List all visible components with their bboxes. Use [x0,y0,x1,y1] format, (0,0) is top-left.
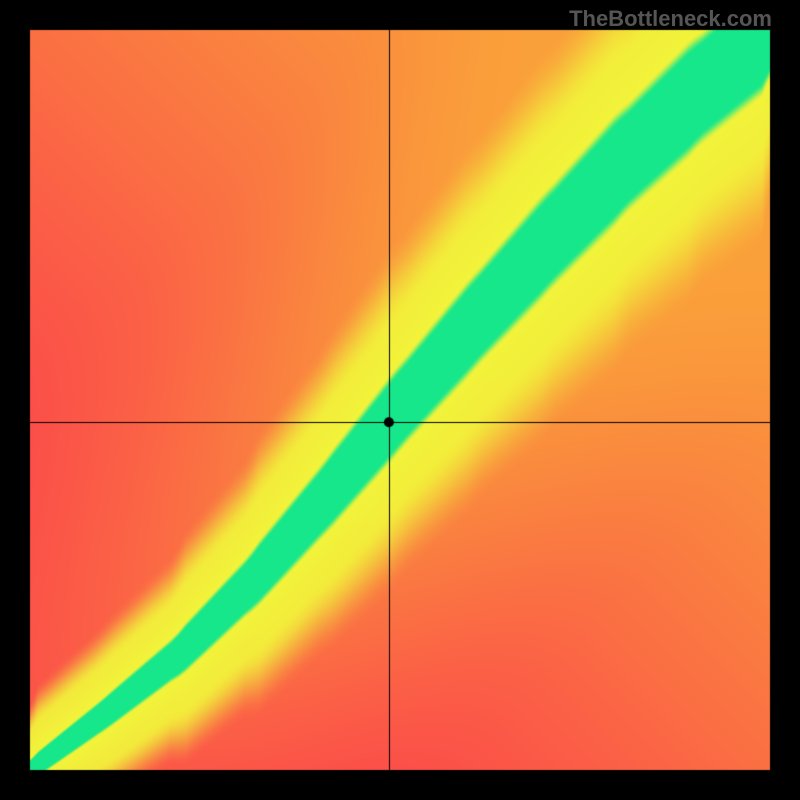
chart-container: TheBottleneck.com [0,0,800,800]
heatmap-canvas [0,0,800,800]
watermark-text: TheBottleneck.com [569,6,772,32]
